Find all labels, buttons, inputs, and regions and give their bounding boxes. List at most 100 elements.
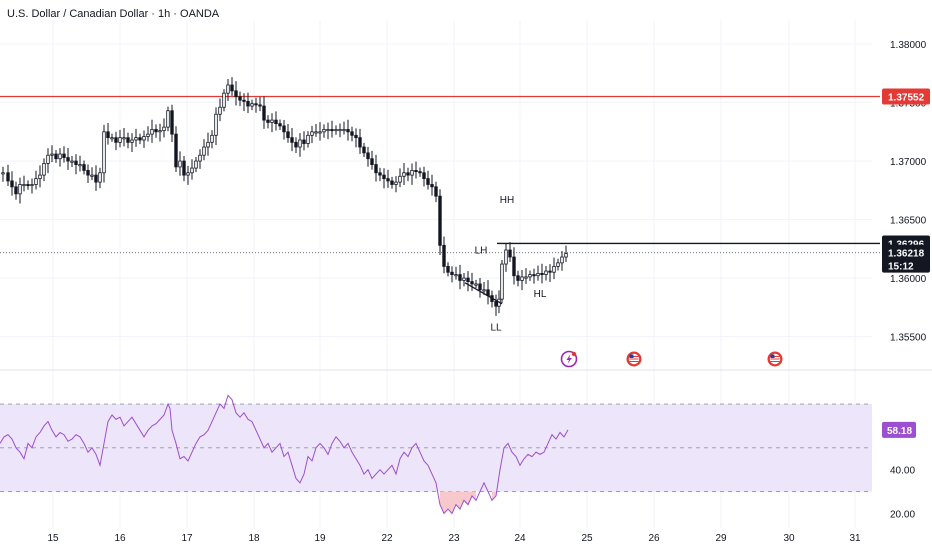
annotation-lh: LH [475,246,488,257]
candle-up [314,131,318,134]
candle-up [186,172,190,176]
candle-up [482,289,486,292]
candle-down [406,172,410,176]
candle-down [350,131,354,136]
candle-down [346,129,350,133]
candle-down [458,274,462,281]
chart-title: U.S. Dollar / Canadian Dollar · 1h · OAN… [7,8,220,20]
candle-down [282,125,286,133]
candle-down [478,283,482,291]
candle-down [438,195,442,246]
x-tick-label: 18 [248,533,260,544]
candle-down [354,134,358,139]
candle-down [274,119,278,125]
candle-up [30,184,34,187]
candle-up [342,129,346,132]
candle-up [18,184,22,195]
candle-up [338,129,342,132]
candle-up [150,129,154,135]
candle-up [322,129,326,133]
candle-up [520,276,524,281]
candle-down [512,256,516,277]
candle-down [294,141,298,148]
candle-down [548,270,552,273]
candle-down [74,160,78,165]
candle-up [222,92,226,108]
candle-down [470,281,474,285]
candle-down [10,180,14,188]
candle-up [50,153,54,156]
rsi-tick-label: 20.00 [890,509,915,520]
candle-up [38,174,42,180]
candle-up [142,136,146,141]
candle-down [466,277,470,282]
candle-down [94,174,98,183]
candle-up [462,277,466,281]
last-price-tag [882,244,930,273]
y-tick-label: 1.35500 [890,333,927,344]
countdown-label: 15:12 [888,262,914,273]
x-tick-label: 17 [181,533,193,544]
candle-down [66,157,70,162]
candle-up [310,131,314,136]
candle-up [298,139,302,148]
candle-down [106,131,110,139]
candle-up [190,167,194,174]
candle-up [552,265,556,273]
candle-up [334,129,338,132]
annotation-hh: HH [500,195,514,206]
candle-down [450,271,454,275]
candle-down [494,301,498,307]
x-tick-label: 16 [114,533,126,544]
x-tick-label: 22 [381,533,393,544]
candle-up [226,84,230,94]
candle-down [230,84,234,92]
candle-down [426,178,430,185]
x-tick-label: 31 [849,533,861,544]
candle-down [422,172,426,180]
candle-up [218,106,222,115]
x-tick-label: 29 [715,533,727,544]
candle-down [378,172,382,176]
candle-down [138,137,142,141]
candle-up [394,181,398,185]
rsi-tick-label: 40.00 [890,466,915,477]
lightning-glyph [566,354,572,364]
candle-up [130,139,134,143]
x-tick-label: 23 [448,533,460,544]
candle-down [114,137,118,143]
candle-up [110,137,114,140]
candle-down [266,119,270,123]
candle-up [198,154,202,162]
y-tick-label: 1.37000 [890,157,927,168]
candle-up [410,170,414,176]
candle-down [362,146,366,154]
candle-up [214,113,218,136]
candle-up [306,134,310,144]
candle-down [418,171,422,174]
x-tick-label: 25 [581,533,593,544]
rsi-line [0,394,569,515]
candle-up [102,131,106,174]
x-tick-label: 26 [648,533,660,544]
candle-down [154,129,158,133]
candle-up [194,160,198,169]
candle-up [398,175,402,183]
rsi-value-label: 58.18 [887,426,912,437]
candle-up [98,172,102,183]
candle-down [278,123,282,127]
candle-up [524,276,528,279]
candle-down [182,160,186,176]
candle-up [134,137,138,141]
candle-up [536,273,540,277]
level-tag-label: 1.37552 [888,92,925,103]
candle-down [358,137,362,148]
candle-down [430,184,434,188]
candle-up [402,172,406,177]
candle-up [58,153,62,160]
candle-down [390,180,394,185]
y-tick-label: 1.38000 [890,40,927,51]
candle-up [556,262,560,267]
candle-down [6,172,10,182]
